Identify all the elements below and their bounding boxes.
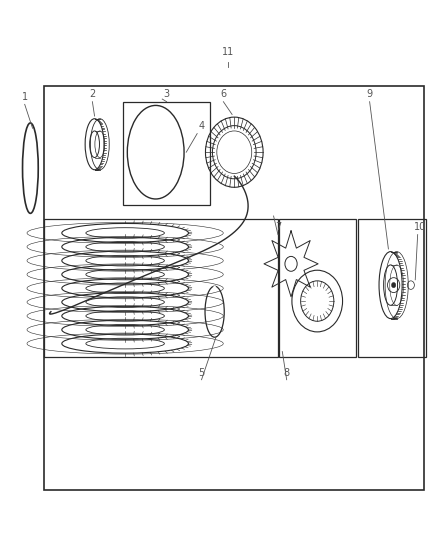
Text: 10: 10 — [414, 222, 426, 232]
Text: 11: 11 — [222, 46, 234, 56]
Circle shape — [392, 282, 396, 288]
Text: 4: 4 — [198, 121, 205, 131]
Text: 6: 6 — [220, 89, 226, 99]
Text: 8: 8 — [284, 368, 290, 378]
Text: 7: 7 — [275, 222, 281, 232]
Text: 1: 1 — [21, 92, 28, 102]
Text: 5: 5 — [198, 368, 205, 378]
Text: 2: 2 — [89, 89, 95, 99]
Text: 9: 9 — [367, 89, 373, 99]
Text: 3: 3 — [163, 89, 170, 99]
Ellipse shape — [213, 286, 216, 292]
